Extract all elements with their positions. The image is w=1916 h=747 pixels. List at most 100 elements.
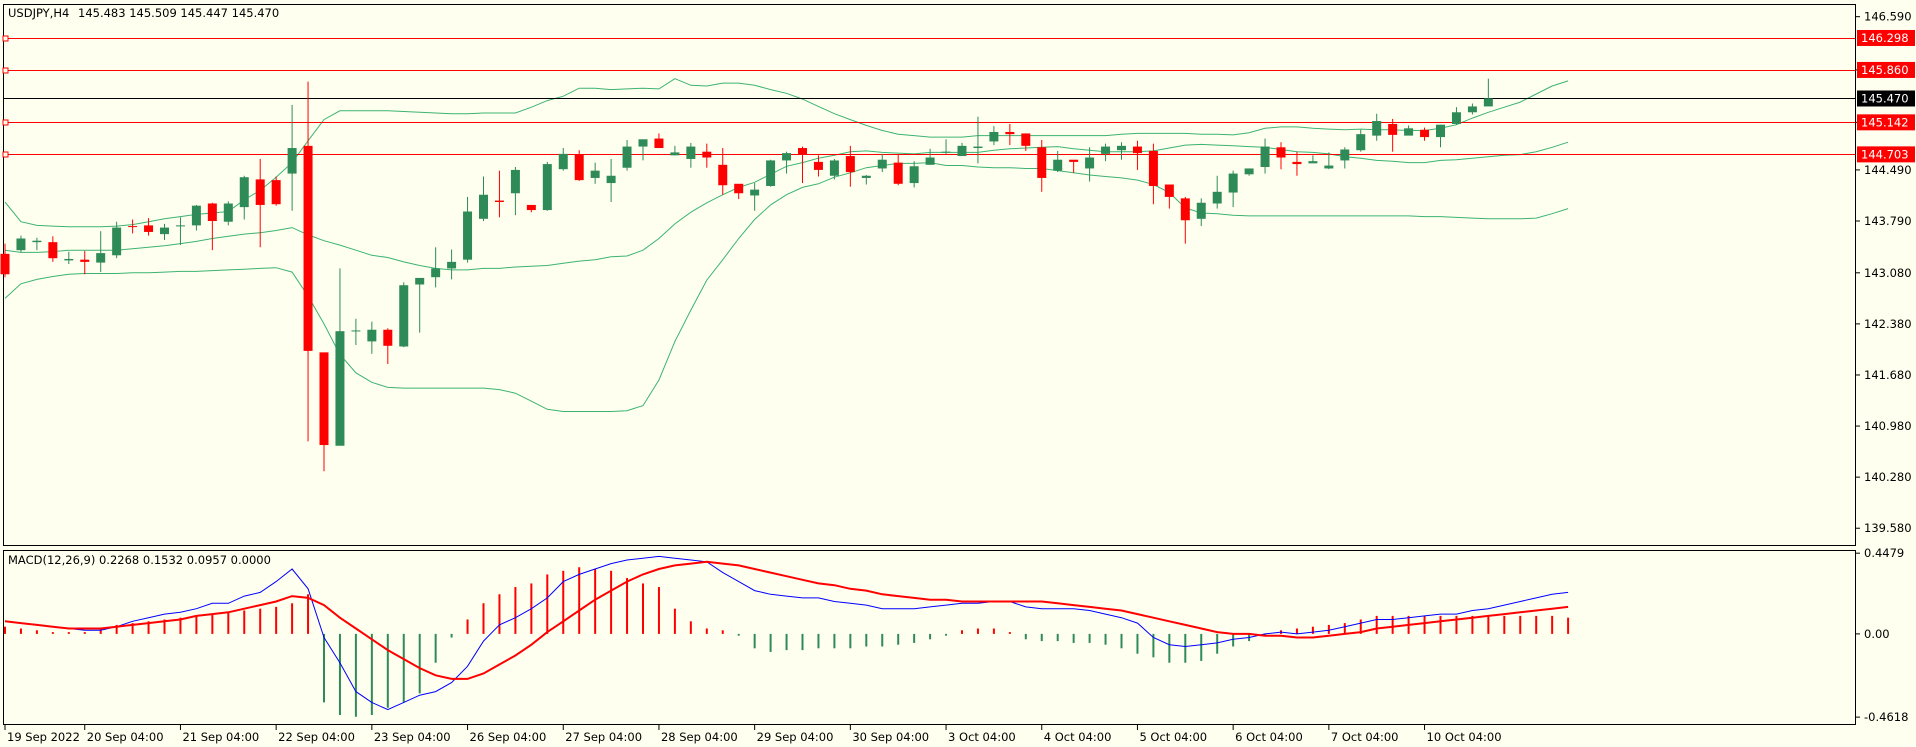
candle-body: [351, 330, 361, 332]
candle-body: [1132, 146, 1142, 154]
candle-body: [1436, 124, 1445, 138]
price-tick-label: 142.380: [1864, 317, 1912, 331]
candle: [1101, 143, 1111, 162]
candle: [1451, 107, 1461, 125]
candle-body: [207, 203, 217, 221]
time-tick-label: 26 Sep 04:00: [470, 730, 547, 744]
candle-body: [463, 211, 473, 260]
candle: [1260, 138, 1270, 174]
price-panel[interactable]: [3, 4, 1856, 546]
candle: [144, 218, 154, 236]
current-price-label: 145.470: [1861, 92, 1909, 106]
candle: [941, 139, 951, 154]
candle: [845, 145, 855, 187]
candle: [1404, 125, 1414, 136]
level-price-label: 145.142: [1861, 115, 1909, 129]
candle: [1467, 103, 1477, 115]
candle-body: [526, 204, 536, 211]
candle-body: [782, 153, 792, 161]
candle-body: [1101, 146, 1111, 154]
candle: [1356, 129, 1366, 152]
candle-body: [989, 131, 999, 142]
candle: [351, 318, 361, 346]
time-axis: 19 Sep 2022 20 Sep 04:00 21 Sep 04:00 22 Se…: [4, 724, 1502, 744]
macd-label: MACD(12,26,9) 0.2268 0.1532 0.0957 0.000…: [8, 553, 271, 567]
candle-body: [574, 154, 584, 181]
candle-body: [319, 352, 329, 446]
candle: [415, 277, 425, 333]
candle-body: [383, 329, 393, 346]
time-tick-label: 5 Oct 04:00: [1139, 730, 1207, 744]
candle: [1212, 175, 1222, 209]
ohlc-readout: 145.483 145.509 145.447 145.470: [78, 6, 279, 20]
time-tick-label: 22 Sep 04:00: [278, 730, 355, 744]
price-tick-label: 140.280: [1864, 470, 1912, 484]
candle: [1180, 196, 1190, 244]
candle-body: [1053, 159, 1063, 171]
candle-body: [1324, 165, 1334, 169]
candle-body: [638, 139, 648, 147]
candle: [542, 161, 552, 211]
candle: [1148, 143, 1158, 205]
price-tick-label: 141.680: [1864, 368, 1912, 382]
candle: [574, 150, 584, 181]
price-tick-label: 140.980: [1864, 419, 1912, 433]
candle: [1085, 147, 1095, 182]
candle: [367, 321, 377, 354]
candle: [1292, 151, 1302, 176]
time-tick-label: 6 Oct 04:00: [1235, 730, 1303, 744]
candle-body: [973, 146, 983, 149]
candle-body: [941, 151, 951, 153]
macd-indicator: [4, 555, 1570, 717]
candle-body: [160, 227, 169, 235]
candle: [1228, 170, 1238, 208]
candle-body: [48, 242, 58, 259]
candle: [606, 158, 616, 203]
candle-body: [957, 145, 967, 157]
candle: [893, 154, 903, 186]
candle-body: [431, 268, 441, 278]
candle: [782, 151, 792, 174]
candle: [399, 282, 409, 348]
candle-body: [447, 261, 457, 269]
candle-body: [670, 152, 680, 156]
level-price-label: 145.860: [1861, 63, 1909, 77]
candle-body: [813, 161, 823, 170]
candle: [989, 126, 999, 146]
candle-body: [303, 145, 313, 351]
candle: [1420, 127, 1430, 141]
candle-body: [877, 159, 887, 169]
time-tick-label: 21 Sep 04:00: [182, 730, 259, 744]
time-tick-label: 19 Sep 2022: [7, 730, 80, 744]
candle: [479, 176, 488, 221]
candle-body: [1356, 134, 1366, 151]
candle-body: [734, 183, 744, 194]
time-tick-label: 29 Sep 04:00: [757, 730, 834, 744]
time-tick-label: 4 Oct 04:00: [1044, 730, 1112, 744]
candle-body: [654, 138, 664, 149]
price-tick-label: 144.490: [1864, 163, 1912, 177]
macd-tick-label: 0.00: [1864, 627, 1890, 641]
candle-body: [1148, 150, 1158, 186]
candle-body: [1276, 147, 1286, 158]
candle-body: [32, 240, 42, 243]
candle-body: [128, 226, 138, 228]
symbol-label: USDJPY,H4: [8, 6, 69, 20]
candle-body: [479, 194, 488, 219]
candle: [654, 133, 664, 149]
candle-body: [0, 253, 10, 275]
candle-body: [542, 164, 552, 211]
candle-body: [399, 285, 409, 347]
candle-body: [96, 253, 106, 263]
candle: [239, 175, 249, 220]
candle: [590, 162, 600, 184]
candle: [510, 167, 520, 216]
candle-body: [590, 170, 600, 178]
candle: [1117, 142, 1126, 160]
candle: [287, 104, 297, 211]
candle: [1436, 124, 1445, 148]
time-tick-label: 27 Sep 04:00: [565, 730, 642, 744]
candle-body: [750, 189, 760, 196]
candle: [925, 148, 935, 165]
